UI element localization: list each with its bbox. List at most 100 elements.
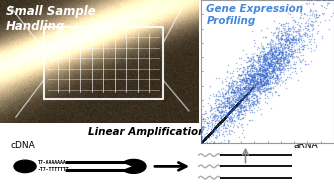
Point [262,68,267,71]
Point [219,119,224,122]
Point [295,56,300,59]
Point [250,100,256,103]
Point [239,56,244,59]
Point [209,130,214,133]
Point [207,132,212,135]
Point [305,33,310,36]
Point [225,114,230,117]
Point [257,90,262,93]
Point [257,72,262,75]
Point [218,121,223,124]
Point [280,66,285,69]
Point [275,74,280,77]
Point [296,32,301,35]
Point [262,50,267,53]
Point [259,85,264,88]
Point [207,141,212,144]
Point [258,77,263,80]
Point [237,74,242,77]
Point [230,107,236,110]
Point [199,141,204,144]
Point [222,116,227,119]
Point [215,115,220,118]
Point [210,129,215,132]
Point [216,122,222,125]
Point [231,89,236,92]
Point [209,129,215,132]
Point [311,14,316,17]
Point [248,95,254,98]
Point [251,102,257,105]
Point [205,134,211,137]
Point [246,92,251,96]
Point [275,34,280,37]
Point [247,106,253,109]
Point [229,110,234,113]
Point [212,127,217,130]
Point [277,41,283,44]
Point [222,115,228,118]
Point [207,132,213,135]
Point [214,124,220,127]
Point [216,123,221,126]
Point [232,87,238,90]
Point [292,30,297,33]
Point [306,22,311,25]
Point [310,12,315,15]
Point [237,79,242,82]
Point [238,96,243,99]
Point [268,70,274,73]
Point [261,51,266,54]
Point [234,103,239,106]
Point [250,66,255,69]
Point [222,116,227,119]
Point [253,79,258,82]
Point [233,98,239,101]
Point [248,72,254,75]
Point [300,17,306,20]
Point [253,66,258,69]
Point [246,99,252,102]
Point [207,132,212,135]
Point [229,102,234,105]
Point [217,121,222,124]
Point [306,62,311,65]
Point [208,127,213,130]
Point [274,58,279,61]
Point [253,81,259,84]
Point [280,58,286,61]
Point [263,71,269,74]
Point [198,141,204,144]
Point [254,71,259,74]
Point [268,48,274,51]
Point [225,113,230,116]
Point [261,79,266,82]
Point [224,113,230,116]
Point [199,135,204,138]
Point [215,124,220,127]
Point [225,112,231,115]
Point [225,116,231,119]
Point [216,122,221,125]
Point [207,132,212,135]
Point [202,138,207,141]
Point [231,84,237,87]
Point [277,45,283,48]
Point [205,121,210,124]
Point [218,120,224,123]
Text: aRNA: aRNA [294,141,319,150]
Point [277,65,282,68]
Point [271,66,276,69]
Point [207,133,212,136]
Point [226,84,231,87]
Point [205,134,210,137]
Point [218,109,223,112]
Point [299,48,305,51]
Point [231,106,236,109]
Point [198,141,204,144]
Point [247,83,252,86]
Point [271,39,276,42]
Point [207,132,212,135]
Point [218,120,223,123]
Point [240,112,246,115]
